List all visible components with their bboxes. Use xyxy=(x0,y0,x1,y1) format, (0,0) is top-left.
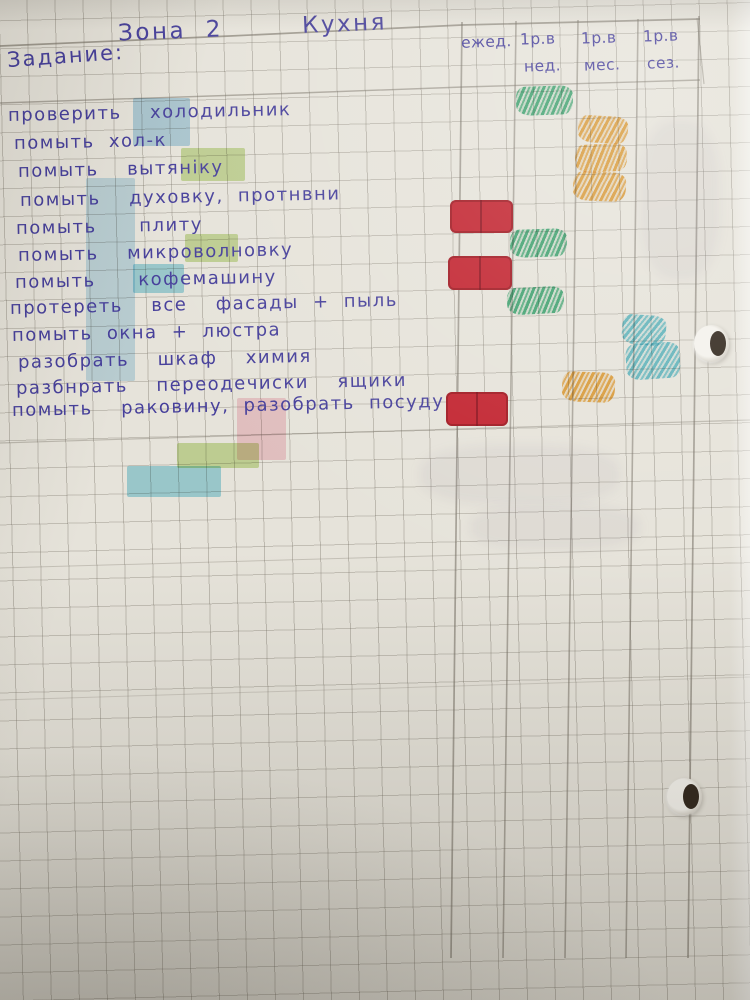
highlight-cell-cyan xyxy=(133,264,184,293)
task-label: помыть вытяніку xyxy=(17,156,224,182)
column-header-weekly-line2: нед. xyxy=(523,56,562,76)
ink-bleed-smudge xyxy=(640,120,720,280)
frequency-mark-red-daily xyxy=(448,256,512,290)
hole-punch xyxy=(694,325,729,362)
column-header-weekly: 1р.в xyxy=(519,29,556,49)
hole-punch-shadow xyxy=(683,784,699,809)
frequency-mark-teal-seasonal xyxy=(624,341,682,381)
frequency-mark-orange-monthly xyxy=(572,171,627,202)
task-label: помыть хол-к xyxy=(13,129,168,154)
task-label: помыть плиту xyxy=(15,214,204,239)
column-header-daily: ежед. xyxy=(460,32,512,52)
frequency-mark-orange-monthly xyxy=(577,114,629,145)
marker-overlap-line xyxy=(475,392,478,426)
highlight-cell-cyan xyxy=(127,466,221,497)
highlight-cell-green xyxy=(181,148,245,181)
frequency-mark-green-weekly xyxy=(515,85,574,116)
highlight-cell-green xyxy=(177,443,259,468)
frequency-mark-red-daily xyxy=(450,200,513,233)
frequency-mark-red-daily xyxy=(446,392,508,426)
marker-overlap-line xyxy=(478,256,481,290)
hole-punch xyxy=(667,778,702,815)
frequency-mark-orange-monthly xyxy=(561,371,616,403)
highlight-cell-blue xyxy=(86,178,135,381)
frequency-mark-green-weekly xyxy=(506,285,565,316)
highlight-cell-green xyxy=(185,234,238,262)
column-header-monthly-line2: мес. xyxy=(583,55,621,75)
column-header-seasonal: 1р.в xyxy=(642,26,679,46)
hole-punch-shadow xyxy=(710,331,726,356)
ink-bleed-smudge xyxy=(420,445,620,505)
column-header-seasonal-line2: сез. xyxy=(646,53,681,73)
frequency-mark-orange-monthly xyxy=(574,142,628,174)
frequency-mark-green-weekly xyxy=(509,228,568,258)
ink-bleed-smudge xyxy=(470,505,640,550)
highlight-cell-blue xyxy=(133,98,190,146)
marker-overlap-line xyxy=(480,200,483,233)
column-header-monthly: 1р.в xyxy=(580,28,617,48)
